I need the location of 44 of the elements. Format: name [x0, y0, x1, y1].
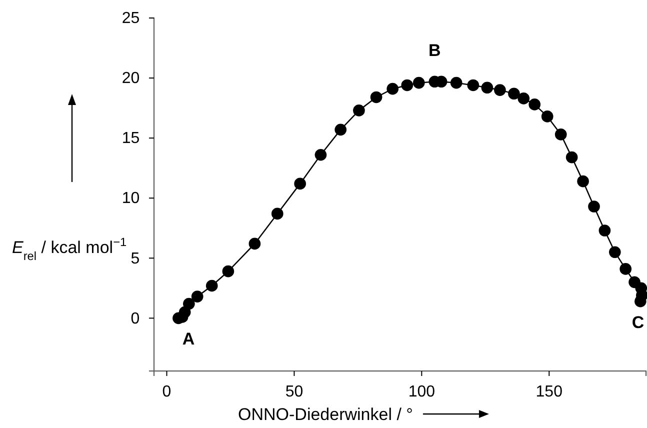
point: [401, 79, 414, 92]
point: [370, 91, 382, 104]
point: [620, 263, 632, 275]
y-axis-title: E$_{rel}$ / kcal mol$^{−1}$: [12, 235, 128, 263]
y-tick-label: 0: [130, 310, 140, 328]
y-tick-label: 25: [122, 10, 140, 28]
point: [598, 224, 611, 236]
point: [294, 178, 306, 190]
point: [271, 208, 284, 220]
x-tick-label: 100: [408, 384, 436, 401]
point: [191, 290, 204, 302]
point: [554, 128, 567, 140]
point: [528, 98, 541, 110]
y-tick-label: 20: [122, 70, 140, 88]
point: [183, 298, 195, 310]
annotation: A: [182, 330, 195, 349]
point: [386, 82, 399, 95]
point: [494, 84, 506, 96]
point: [334, 124, 347, 136]
point: [467, 79, 480, 92]
annotation: B: [428, 41, 441, 60]
point: [412, 76, 425, 89]
x-tick-label: 150: [536, 384, 563, 401]
point: [206, 280, 218, 292]
annotation: C: [632, 312, 644, 332]
point: [481, 82, 494, 94]
x-tick-label: 50: [285, 384, 304, 401]
point: [450, 76, 462, 89]
y-tick-label: 5: [130, 250, 140, 268]
point: [566, 151, 578, 164]
x-tick-label: 0: [162, 384, 172, 401]
x-axis-title: ONNO-Diederwinkel / °: [238, 405, 413, 424]
y-tick-label: 10: [122, 190, 140, 208]
point: [248, 238, 261, 250]
point: [541, 110, 554, 122]
y-tick-label: 15: [122, 130, 140, 148]
point: [353, 104, 365, 116]
point: [518, 92, 530, 104]
point: [314, 148, 327, 161]
point: [222, 265, 234, 278]
point: [577, 175, 589, 188]
point: [608, 246, 621, 258]
point: [508, 88, 520, 100]
point: [588, 200, 600, 212]
